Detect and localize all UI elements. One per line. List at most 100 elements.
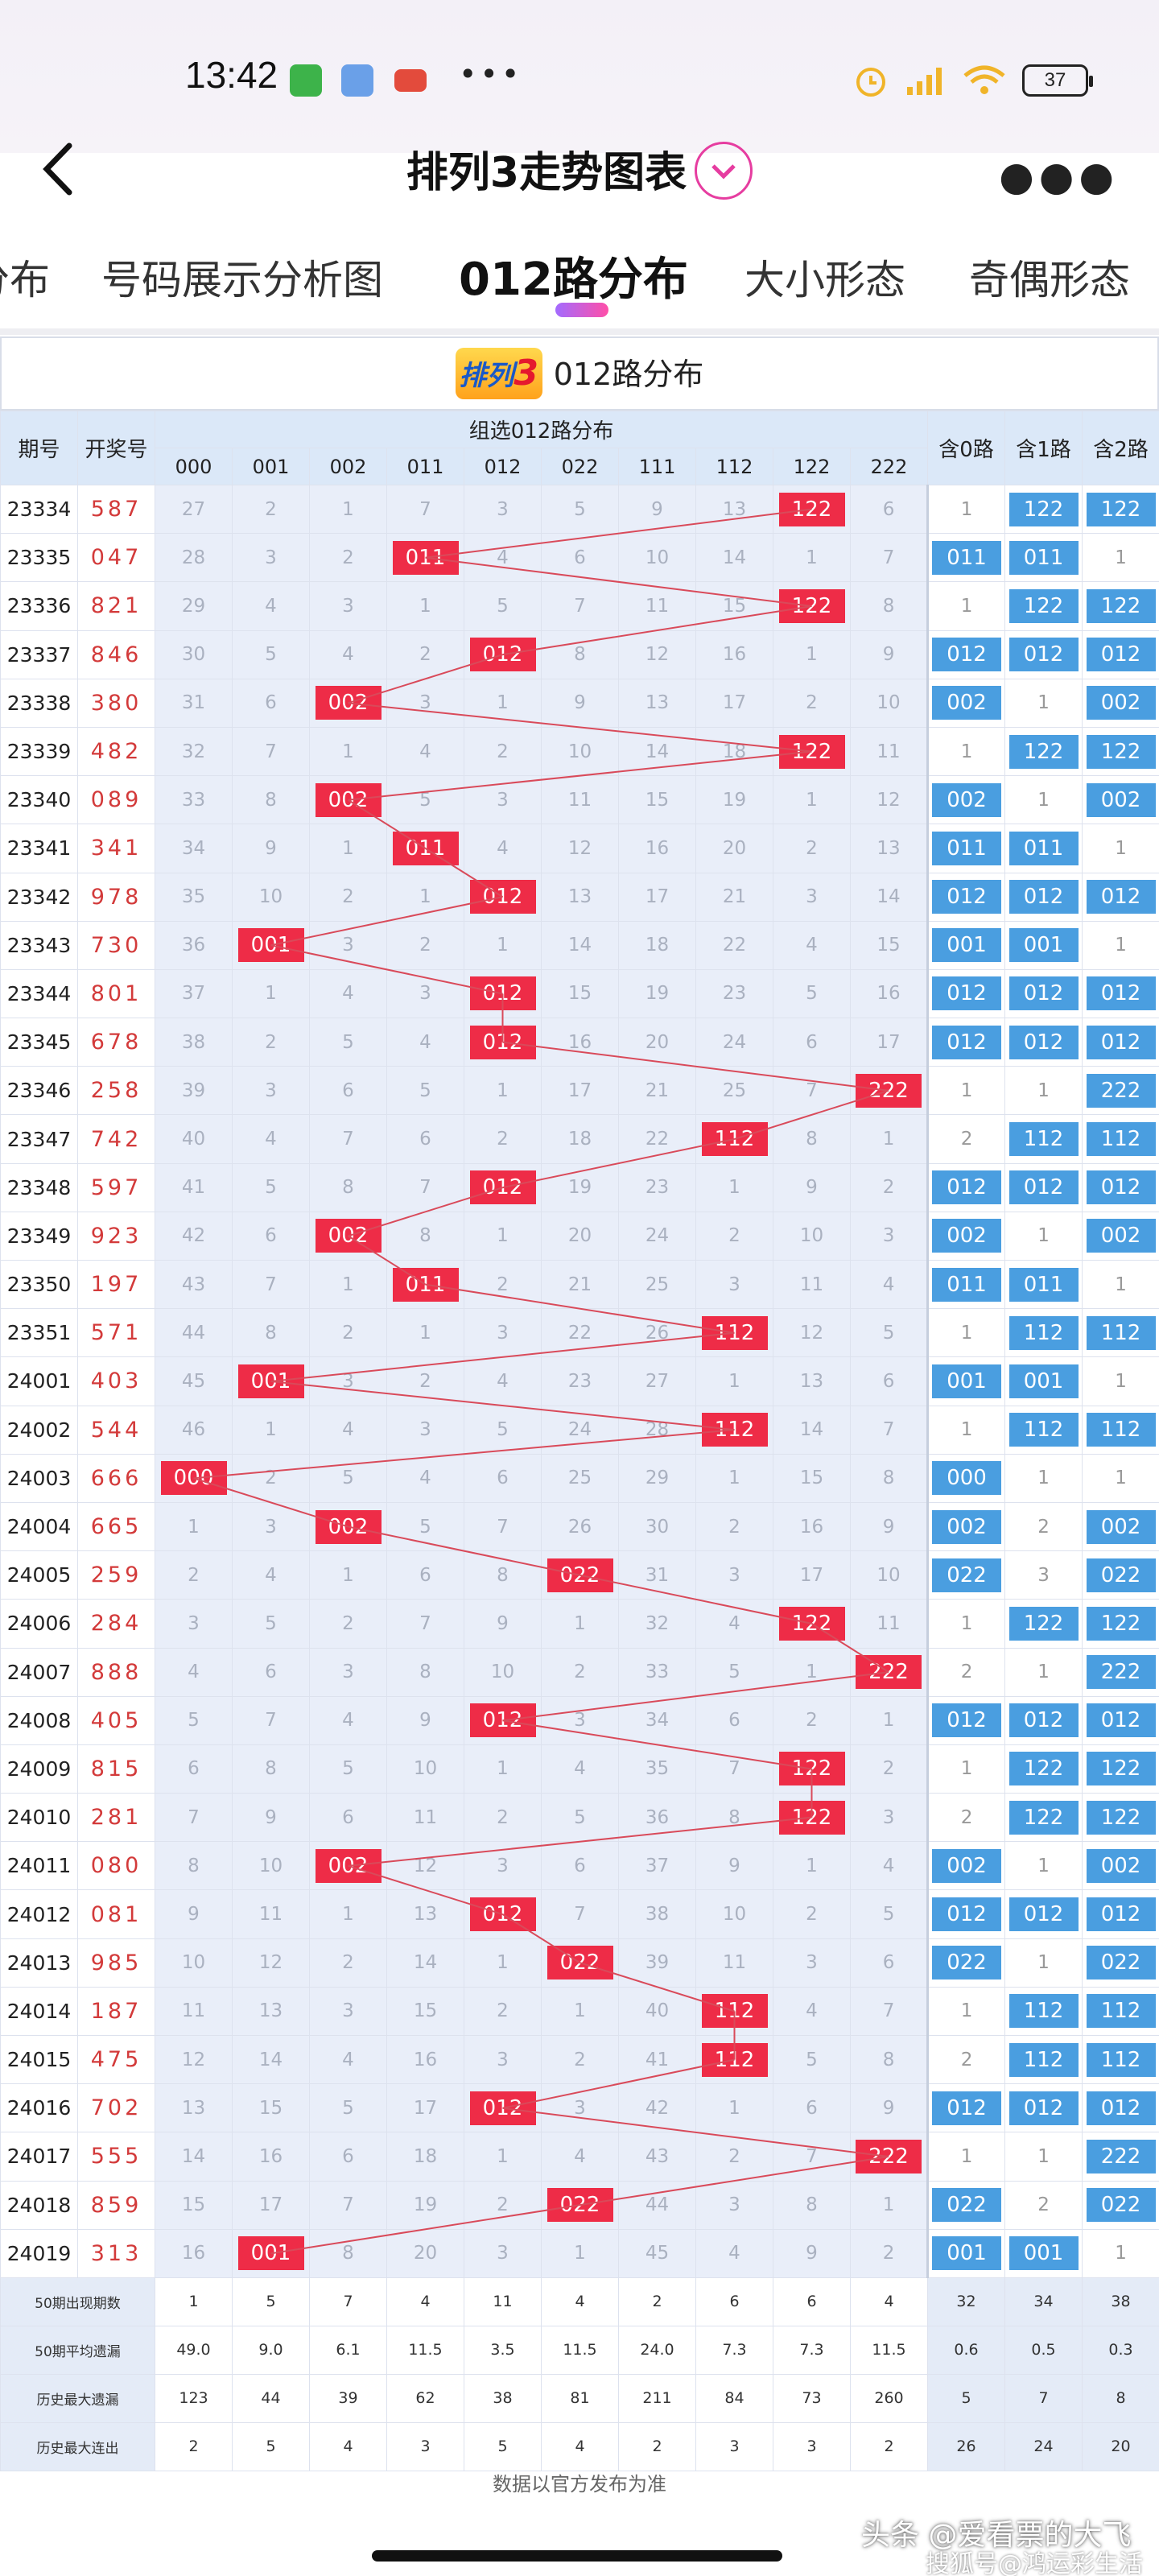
stats-row: 历史最大连出 2 5 4 3 5 4 2 3 3 2 26 24 20	[0, 2421, 1159, 2471]
miss-cell: 3	[849, 1793, 929, 1843]
miss-cell: 15	[849, 920, 929, 970]
miss-cell: 17	[695, 678, 773, 728]
pailie3-logo: 排列3	[455, 347, 542, 399]
draw-number-cell: 571	[77, 1308, 155, 1358]
contains-hit-cell: 002	[926, 1501, 1006, 1552]
miss-cell: 8	[464, 1550, 542, 1600]
back-arrow-icon[interactable]	[35, 141, 84, 197]
miss-cell: 37	[155, 968, 233, 1019]
contains-marker: 022	[932, 2188, 1002, 2223]
tab-number-display[interactable]: 号码展示分析图	[101, 257, 383, 303]
contains-marker: 012	[1008, 638, 1079, 672]
miss-cell: 3	[541, 1695, 619, 1745]
draw-number-cell: 281	[77, 1793, 155, 1843]
miss-cell: 3	[695, 1259, 773, 1310]
contains-marker: 012	[932, 1170, 1002, 1205]
tab-odd-even-pattern[interactable]: 奇偶形态	[969, 257, 1130, 303]
table-row: 24013 985 10 12 2 14 1 022 39 11 3 6 022 1 022	[0, 1938, 1159, 1988]
hit-cell: 112	[695, 1308, 773, 1358]
contains-miss-cell: 2	[926, 1793, 1006, 1843]
contains-miss-cell: 1	[926, 726, 1006, 777]
miss-cell: 6	[849, 1356, 929, 1406]
stats-contains-value: 26	[927, 2421, 1006, 2471]
contains-marker: 122	[1086, 1800, 1156, 1835]
miss-cell: 27	[155, 484, 233, 535]
period-cell: 23348	[0, 1162, 78, 1212]
hit-marker: 022	[547, 2188, 613, 2223]
miss-cell: 1	[695, 1453, 773, 1503]
table-row: 24002 544 46 1 4 3 5 24 28 112 14 7 1 112 112	[0, 1405, 1159, 1455]
miss-cell: 8	[541, 630, 619, 679]
table-row: 24001 403 45 001 3 2 4 23 27 1 13 6 001 001 1	[0, 1356, 1159, 1406]
stats-value: 24.0	[618, 2325, 696, 2375]
miss-cell: 7	[849, 533, 929, 583]
contains-miss-cell: 1	[1004, 1647, 1083, 1697]
miss-cell: 1	[464, 2132, 542, 2182]
miss-cell: 25	[618, 1259, 696, 1310]
page-title[interactable]: 排列3走势图表	[0, 138, 1159, 204]
hit-cell: 011	[386, 824, 464, 873]
miss-cell: 2	[849, 2228, 929, 2278]
miss-cell: 3	[309, 581, 387, 631]
hit-marker: 122	[778, 588, 845, 623]
miss-cell: 2	[695, 1501, 773, 1552]
miss-cell: 14	[618, 726, 696, 777]
miss-cell: 3	[309, 920, 387, 970]
miss-cell: 4	[849, 1259, 929, 1310]
tab-012-route[interactable]: 012路分布	[459, 254, 688, 306]
miss-cell: 4	[695, 2228, 773, 2278]
miss-cell: 15	[232, 2083, 310, 2133]
chevron-down-icon[interactable]	[695, 142, 753, 200]
miss-cell: 18	[386, 2132, 464, 2182]
contains-marker: 012	[932, 1025, 1002, 1059]
contains-miss-cell: 1	[1082, 920, 1159, 970]
combo-header-001: 001	[232, 448, 310, 485]
contains-hit-cell: 022	[926, 2180, 1006, 2230]
miss-cell: 14	[849, 872, 929, 922]
tab-distribution[interactable]: 分布	[0, 257, 50, 303]
hit-cell: 112	[695, 1405, 773, 1455]
tab-size-pattern[interactable]: 大小形态	[744, 257, 905, 303]
contains-miss-cell: 1	[1004, 775, 1083, 825]
contains-marker: 011	[1008, 831, 1079, 865]
miss-cell: 14	[695, 533, 773, 583]
miss-cell: 14	[541, 920, 619, 970]
miss-cell: 5	[386, 775, 464, 825]
contains-hit-cell: 012	[1004, 872, 1083, 922]
contains-marker: 222	[1086, 2139, 1156, 2174]
miss-cell: 43	[155, 1259, 233, 1310]
stats-row: 50期出现期数 1 5 7 4 11 4 2 6 6 4 32 34 38	[0, 2277, 1159, 2326]
table-row: 23342 978 35 10 2 1 012 13 17 21 3 14 012 012 012	[0, 872, 1159, 922]
miss-cell: 9	[773, 1162, 851, 1212]
more-options-icon[interactable]: ●●●	[999, 153, 1119, 200]
home-indicator[interactable]	[372, 2550, 782, 2562]
contains-hit-cell: 012	[1004, 1018, 1083, 1067]
miss-cell: 42	[618, 2083, 696, 2133]
stats-value: 11	[464, 2277, 542, 2326]
contains-hit-cell: 022	[926, 1550, 1006, 1600]
contains-miss-cell: 1	[926, 1308, 1006, 1358]
combo-header-022: 022	[541, 448, 619, 485]
hit-marker: 011	[392, 1267, 459, 1302]
hit-marker: 012	[469, 638, 536, 672]
miss-cell: 7	[232, 1259, 310, 1310]
miss-cell: 3	[464, 484, 542, 535]
miss-cell: 4	[155, 1647, 233, 1697]
contains-marker: 001	[932, 2236, 1002, 2271]
miss-cell: 5	[541, 484, 619, 535]
contains-hit-cell: 002	[1082, 775, 1159, 825]
contains-marker: 022	[1086, 2188, 1156, 2223]
miss-cell: 2	[773, 678, 851, 728]
col-header-contains-2: 含2路	[1082, 411, 1159, 485]
stats-value: 5	[464, 2421, 542, 2471]
hit-cell: 002	[309, 1841, 387, 1891]
miss-cell: 14	[155, 2132, 233, 2182]
miss-cell: 1	[232, 1405, 310, 1455]
miss-cell: 25	[541, 1453, 619, 1503]
contains-hit-cell: 012	[926, 630, 1006, 679]
miss-cell: 1	[849, 1695, 929, 1745]
miss-cell: 29	[618, 1453, 696, 1503]
hit-marker: 222	[856, 1073, 922, 1108]
hit-cell: 112	[695, 2034, 773, 2085]
miss-cell: 23	[695, 968, 773, 1019]
